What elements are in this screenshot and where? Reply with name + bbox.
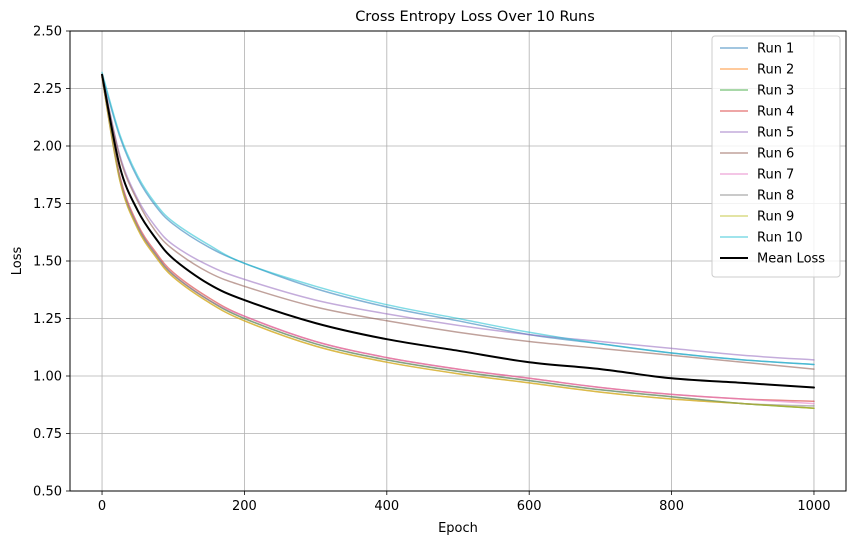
legend-label-run-5: Run 5 — [757, 126, 794, 141]
x-tick-label: 200 — [232, 499, 257, 514]
series-line-run-1 — [101, 73, 815, 366]
legend-label-run-8: Run 8 — [757, 189, 794, 204]
x-tick-label: 400 — [374, 499, 399, 514]
y-tick-label: 2.00 — [33, 140, 62, 155]
chart-title: Cross Entropy Loss Over 10 Runs — [355, 9, 595, 25]
x-tick-label: 0 — [98, 499, 106, 514]
y-axis: 0.50 0.75 1.00 1.25 1.50 1.75 2.00 2.25 2.50 — [33, 25, 70, 500]
y-tick-label: 1.50 — [33, 255, 62, 270]
series-line-run-5 — [101, 73, 815, 361]
legend-label-run-1: Run 1 — [757, 42, 794, 57]
y-tick-label: 2.50 — [33, 25, 62, 40]
y-tick-label: 1.00 — [33, 370, 62, 385]
legend-label-run-2: Run 2 — [757, 63, 794, 78]
legend-label-run-9: Run 9 — [757, 210, 794, 225]
series-line-run-8 — [101, 76, 815, 407]
x-axis: 0 200 400 600 800 1000 — [98, 491, 831, 514]
legend-label-run-4: Run 4 — [757, 105, 794, 120]
legend-label-run-10: Run 10 — [757, 231, 803, 246]
x-axis-label: Epoch — [438, 521, 478, 536]
series-layer — [101, 71, 815, 409]
y-tick-label: 2.25 — [33, 82, 62, 97]
y-axis-label: Loss — [10, 247, 25, 276]
x-tick-label: 1000 — [797, 499, 830, 514]
series-line-mean-loss — [101, 73, 815, 389]
legend-label-run-6: Run 6 — [757, 147, 794, 162]
y-tick-label: 0.75 — [33, 427, 62, 442]
y-tick-label: 1.25 — [33, 312, 62, 327]
x-tick-label: 800 — [659, 499, 684, 514]
series-line-run-9 — [101, 76, 815, 409]
series-line-run-7 — [101, 76, 815, 405]
series-line-run-6 — [101, 73, 815, 370]
x-tick-label: 600 — [517, 499, 542, 514]
y-tick-label: 0.50 — [33, 485, 62, 500]
series-line-run-10 — [101, 71, 815, 366]
legend-label-run-7: Run 7 — [757, 168, 794, 183]
legend: Run 1 Run 2 Run 3 Run 4 Run 5 Run 6 Run 7 Run 8… — [711, 35, 841, 278]
y-tick-label: 1.75 — [33, 197, 62, 212]
legend-label-mean-loss: Mean Loss — [757, 252, 825, 267]
legend-label-run-3: Run 3 — [757, 84, 794, 99]
